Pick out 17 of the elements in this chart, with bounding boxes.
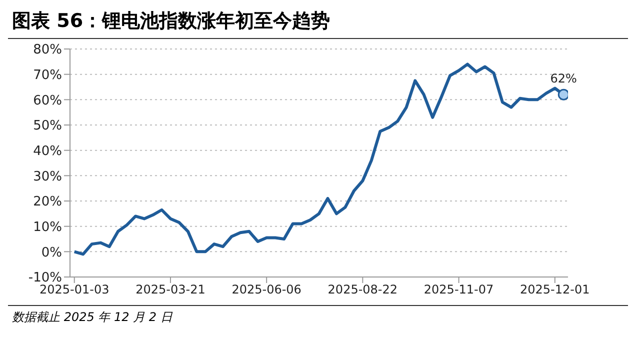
y-tick-label: 40% xyxy=(33,144,62,159)
x-tick-label: 2025-12-01 xyxy=(520,282,590,297)
text: 数据截止 2025 年 12 月 2 日 xyxy=(8,305,628,326)
x-tick-label: 2025-11-07 xyxy=(424,282,494,297)
data-label: 62% xyxy=(550,72,577,86)
y-tick-label: 30% xyxy=(33,169,62,184)
x-tick-label: 2025-08-22 xyxy=(328,282,398,297)
y-tick-label: 70% xyxy=(33,68,62,83)
y-tick-label: 60% xyxy=(33,93,62,108)
x-tick-label: 2025-03-21 xyxy=(136,282,206,297)
y-tick-label: 50% xyxy=(33,118,62,134)
y-tick-label: 10% xyxy=(33,220,62,235)
chart-title: 图表 56：锂电池指数涨年初至今趋势 xyxy=(8,8,628,39)
y-tick-label: 0% xyxy=(41,245,62,260)
x-tick-label: 2025-06-06 xyxy=(232,282,302,297)
y-tick-label: 80% xyxy=(33,42,62,58)
y-tick-label: 20% xyxy=(33,194,62,210)
